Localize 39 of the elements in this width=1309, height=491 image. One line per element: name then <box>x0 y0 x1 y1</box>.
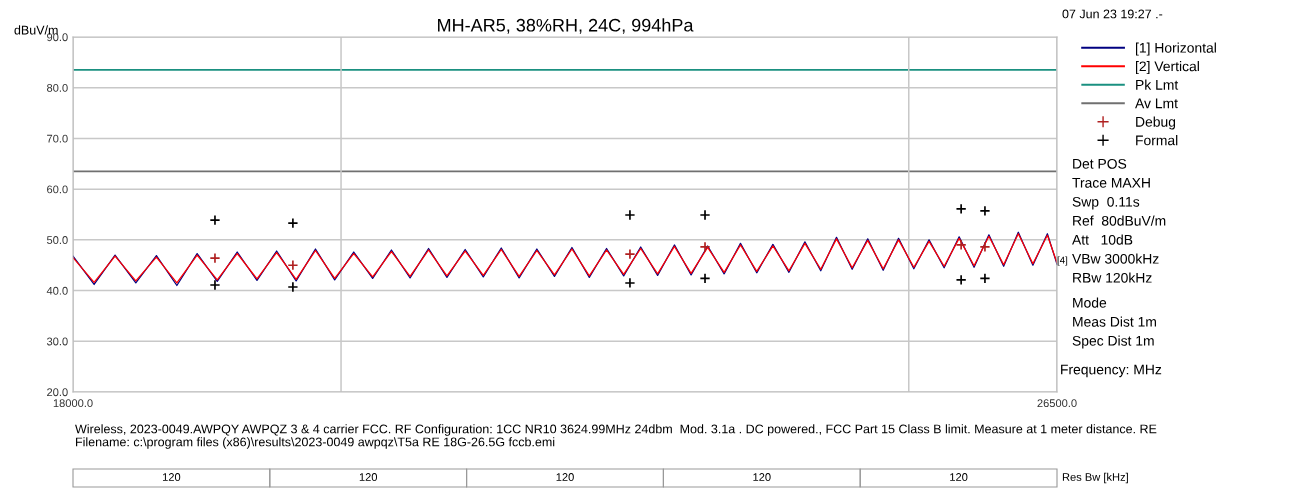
y-tick-label: 80.0 <box>47 83 68 92</box>
legend-label: Av Lmt <box>1135 98 1178 109</box>
x-axis-title: Frequency: MHz <box>1061 364 1162 378</box>
legend-label: Debug <box>1136 116 1176 130</box>
x-tick-label: 26500.0 <box>1037 399 1077 408</box>
legend-label: [2] Vertical <box>1136 61 1199 75</box>
legend-label: [1] Horizontal <box>1136 42 1216 56</box>
y-tick-label: 30.0 <box>46 337 68 346</box>
text: 120 <box>359 473 378 481</box>
text: 120 <box>162 473 181 481</box>
text: Det POS <box>1073 158 1127 169</box>
y-tick-label: 70.0 <box>47 134 68 143</box>
text: 120 <box>556 473 574 481</box>
text: Mode <box>1073 297 1107 308</box>
legend-label: Pk Lmt <box>1136 79 1179 90</box>
y-tick-label: 60.0 <box>47 185 68 194</box>
y-tick-label: 90.0 <box>47 33 68 42</box>
text: Wireless, 2023-0049.AWPQY AWPQZ 3 & 4 carrier FCC. RF Configuration: 1CC NR10 3624.99MHz 24dbm Mod. 3.1a . DC powered., FCC Part 15 Class B limit. Measure at 1 meter distance. RE <box>75 424 1157 436</box>
text: 120 <box>950 473 968 481</box>
text: Swp 0.11s <box>1072 196 1140 210</box>
y-tick-label: 40.0 <box>46 286 68 295</box>
text: Att 10dB <box>1072 234 1133 245</box>
text: RBw 120kHz <box>1073 272 1152 283</box>
text: 120 <box>753 473 771 481</box>
text: Ref 80dBuV/m <box>1073 215 1166 226</box>
y-tick-label: 50.0 <box>46 236 68 244</box>
text: Meas Dist 1m <box>1073 316 1156 327</box>
y-axis-title: dBuV/m <box>14 25 58 35</box>
text: Trace MAXH <box>1072 178 1150 188</box>
text: 07 Jun 23 19:27 .- <box>1062 9 1163 19</box>
text: Res Bw [kHz] <box>1062 472 1128 484</box>
chart-title: MH-AR5, 38%RH, 24C, 994hPa <box>438 18 694 34</box>
text: VBw 3000kHz <box>1072 253 1159 264</box>
text: Spec Dist 1m <box>1072 335 1154 349</box>
y-tick-label: 20.0 <box>47 388 68 397</box>
x-tick-label: 18000.0 <box>53 399 93 408</box>
text: Filename: c:\program files (x86)\results\2023-0049 awpqz\T5a RE 18G-26.5G fccb.emi <box>76 437 555 449</box>
text: [4] <box>1057 256 1068 266</box>
legend-label: Formal <box>1136 135 1178 146</box>
